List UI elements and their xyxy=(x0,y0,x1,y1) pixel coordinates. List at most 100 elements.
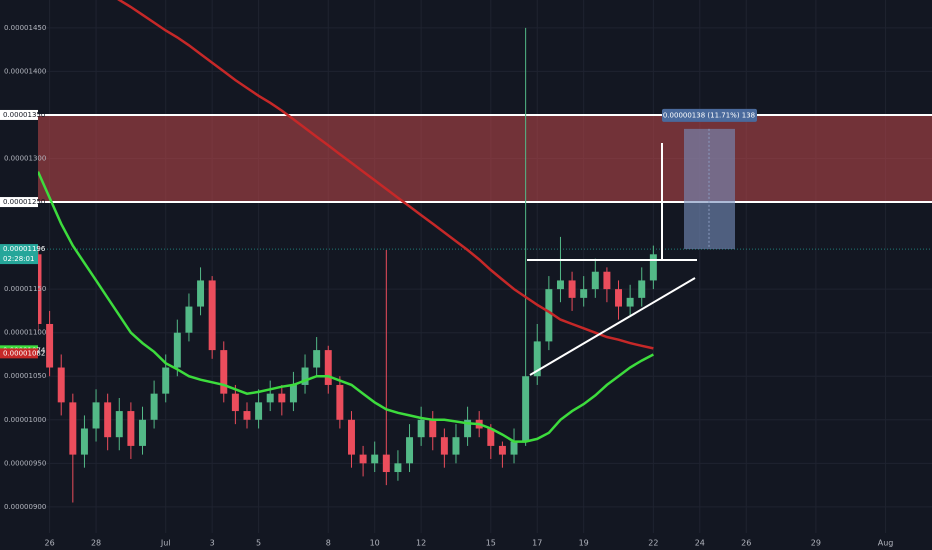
candle-body xyxy=(382,454,390,473)
candle-body xyxy=(522,376,530,442)
candle-body xyxy=(591,271,599,290)
candle-body xyxy=(371,454,379,464)
axis-labels: 0.00000900 0.00000950 0.00001000 0.00001050… xyxy=(0,24,893,548)
zone xyxy=(38,113,932,204)
candle-body xyxy=(185,306,193,333)
candle-body xyxy=(208,280,216,351)
moving-average xyxy=(117,0,654,350)
candle-body xyxy=(464,419,472,438)
candle-body xyxy=(580,289,588,298)
candle-body xyxy=(429,419,437,438)
candle-body xyxy=(80,428,88,455)
moving-averages xyxy=(36,0,654,443)
candle-body xyxy=(347,419,355,455)
candle-body xyxy=(46,323,54,368)
y-tick-label: 0.00001050 xyxy=(4,372,46,380)
y-tick-label: 0.00001450 xyxy=(4,24,46,32)
ma-label: 0.00001082 xyxy=(3,349,45,357)
candle-body xyxy=(533,341,541,377)
y-tick-label: 0.00001300 xyxy=(4,155,46,163)
grid xyxy=(38,0,932,533)
x-tick-label: Aug xyxy=(878,539,894,548)
x-tick-label: 26 xyxy=(741,539,751,548)
measure-label: 0.00000138 (11.71%) 138 xyxy=(663,111,755,119)
candle-body xyxy=(104,402,112,438)
candle-body xyxy=(220,350,228,394)
x-tick-label: 17 xyxy=(532,539,542,548)
candle-body xyxy=(545,289,553,342)
y-tick-label: 0.00001150 xyxy=(4,285,46,293)
candle-body xyxy=(266,393,274,403)
candle-body xyxy=(440,437,448,455)
time-axis xyxy=(0,535,932,550)
x-tick-label: 26 xyxy=(45,539,55,548)
candle-body xyxy=(243,411,251,420)
y-tick-label: 0.00001400 xyxy=(4,67,46,75)
level-label-box xyxy=(0,109,38,120)
candle-body xyxy=(603,271,611,290)
measure-label-box xyxy=(662,108,757,122)
x-tick-label: 3 xyxy=(210,539,215,548)
candle-body xyxy=(615,289,623,307)
candle-body xyxy=(301,367,309,385)
price-axis xyxy=(0,0,38,550)
candle-body xyxy=(115,411,123,438)
candle-body xyxy=(406,437,414,464)
x-tick-label: 28 xyxy=(91,539,101,548)
x-tick-label: 19 xyxy=(579,539,589,548)
candle-body xyxy=(324,350,332,385)
x-tick-label: 8 xyxy=(326,539,331,548)
candle-body xyxy=(162,367,170,394)
measure: 0.00000138 (11.71%) 138 xyxy=(662,108,757,250)
ma-label-box xyxy=(0,348,38,359)
candle-body xyxy=(498,445,506,455)
x-tick-label: Jul xyxy=(160,539,171,548)
candle-body xyxy=(510,441,518,455)
x-tick-label: 12 xyxy=(416,539,426,548)
x-tick-label: 22 xyxy=(648,539,658,548)
candle-body xyxy=(289,384,297,403)
y-tick-label: 0.00001100 xyxy=(4,329,46,337)
candle-body xyxy=(57,367,65,403)
last-price-box xyxy=(0,244,38,265)
candle-body xyxy=(649,254,657,281)
candle-body xyxy=(394,463,402,473)
candle-body xyxy=(638,280,646,298)
level-label: 0.00001250 xyxy=(3,198,45,206)
level-label-box xyxy=(0,197,38,208)
candle-body xyxy=(197,280,205,307)
y-tick-label: 0.00000950 xyxy=(4,459,46,467)
x-tick-label: 29 xyxy=(811,539,821,548)
candle-body xyxy=(255,402,263,420)
candle-body xyxy=(452,437,460,455)
candle-body xyxy=(556,280,564,290)
candle-body xyxy=(69,402,77,455)
candle-body xyxy=(336,384,344,420)
candle-body xyxy=(313,350,321,368)
candle-body xyxy=(231,393,239,412)
countdown: 02:28:01 xyxy=(3,255,34,263)
candle-body xyxy=(626,297,634,307)
candle-body xyxy=(487,428,495,446)
candle-body xyxy=(92,402,100,429)
candle-body xyxy=(359,454,367,464)
candle-body xyxy=(139,419,146,446)
candle-body xyxy=(173,332,181,368)
x-tick-label: 15 xyxy=(486,539,496,548)
candle-body xyxy=(278,393,286,403)
y-tick-label: 0.00000900 xyxy=(4,503,46,511)
moving-average xyxy=(36,171,654,443)
resistance-zone xyxy=(38,114,932,203)
candle-body xyxy=(417,419,425,438)
x-tick-label: 5 xyxy=(256,539,261,548)
candle-body xyxy=(127,411,135,446)
trend-line xyxy=(529,277,696,376)
level-label: 0.00001350 xyxy=(3,111,45,119)
x-tick-label: 24 xyxy=(695,539,705,548)
candle-body xyxy=(568,280,576,298)
x-tick-label: 10 xyxy=(370,539,380,548)
last-price-label: 0.00001196 xyxy=(3,245,46,253)
candle-body xyxy=(150,393,158,420)
